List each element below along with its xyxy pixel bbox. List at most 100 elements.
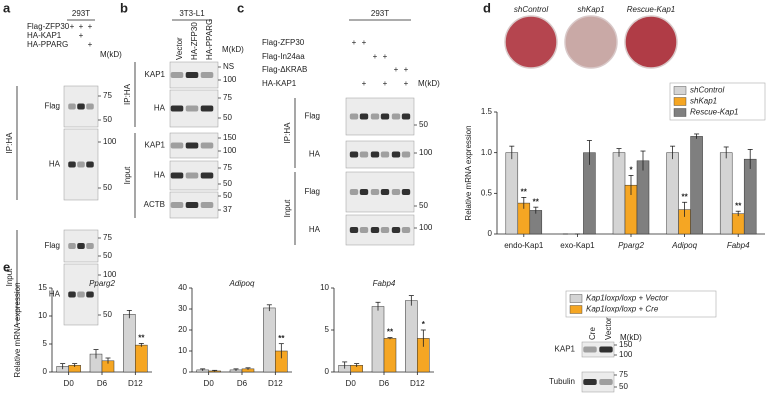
blot-label: HA: [154, 104, 166, 113]
band: [391, 227, 401, 233]
condition-mark: +: [88, 40, 93, 49]
band: [380, 151, 390, 158]
band: [370, 189, 380, 195]
plate: [504, 15, 558, 69]
y-tick-label: 0: [43, 367, 48, 376]
condition-mark: +: [362, 38, 367, 47]
marker-label: 75: [103, 233, 112, 242]
condition-mark: +: [362, 79, 367, 88]
marker-label: 75: [619, 370, 628, 379]
band: [86, 243, 94, 249]
group-label: IP:HA: [123, 83, 132, 105]
marker-label: NS: [223, 62, 234, 71]
lane-label: HA-PPARG: [205, 19, 214, 60]
band: [401, 227, 411, 233]
bar: [383, 338, 397, 373]
bar: [743, 158, 757, 235]
marker-label: 75: [223, 163, 232, 172]
band: [170, 105, 184, 112]
y-tick-label: 0: [325, 367, 330, 376]
bar: [371, 306, 385, 373]
band: [599, 379, 613, 385]
significance: **: [681, 192, 688, 201]
y-tick-label: 10: [320, 283, 329, 292]
band: [380, 189, 390, 195]
blot-label: Flag: [44, 102, 60, 111]
band: [200, 142, 214, 149]
band: [380, 227, 390, 233]
legend-label: Kap1loxp/loxp + Cre: [586, 305, 659, 314]
marker-label: 100: [619, 350, 633, 359]
panel-label: b: [120, 0, 128, 15]
cell-line: 293T: [371, 9, 389, 18]
band: [359, 151, 369, 158]
band: [77, 291, 85, 298]
group-label: Input: [283, 199, 292, 218]
condition-label: Flag-ΔKRAB: [262, 65, 307, 74]
lane-label: Vector: [175, 37, 184, 60]
band: [185, 202, 199, 208]
x-tick-label: D12: [128, 379, 143, 388]
band: [185, 172, 199, 179]
marker-label: 37: [223, 205, 232, 214]
condition-mark: +: [79, 31, 84, 40]
marker-label: 50: [103, 183, 112, 192]
bar: [666, 152, 679, 235]
marker-label: 100: [103, 270, 117, 279]
condition-mark: +: [383, 79, 388, 88]
significance: **: [521, 188, 528, 197]
y-tick-label: 10: [178, 346, 187, 355]
band: [77, 103, 85, 110]
band: [349, 113, 359, 120]
plate: [564, 15, 618, 69]
legend-swatch: [673, 86, 687, 95]
plate-label: shControl: [514, 5, 548, 14]
condition-mark: +: [394, 65, 399, 74]
y-tick-label: 0: [488, 229, 493, 238]
bar: [135, 344, 148, 373]
x-tick-label: D0: [346, 379, 357, 388]
y-tick-label: 1.0: [481, 148, 493, 157]
band: [68, 243, 76, 249]
cell-line: 3T3-L1: [179, 9, 205, 18]
band: [86, 103, 94, 110]
significance: **: [387, 328, 394, 337]
x-tick-label: D6: [97, 379, 108, 388]
marker-label: 50: [223, 113, 232, 122]
panel-label: c: [237, 0, 244, 15]
condition-label: HA-KAP1: [262, 79, 297, 88]
legend-label: Rescue-Kap1: [690, 108, 738, 117]
condition-mark: +: [70, 22, 75, 31]
condition-mark: +: [373, 52, 378, 61]
marker-label: 50: [103, 115, 112, 124]
y-tick-label: 5: [325, 325, 330, 334]
significance: *: [422, 320, 426, 329]
significance: *: [629, 166, 633, 175]
plate: [624, 15, 678, 69]
marker-label: 100: [419, 148, 433, 157]
x-tick-label: D6: [237, 379, 248, 388]
lane-label: Vector: [604, 317, 613, 340]
bar: [719, 152, 733, 235]
condition-label: HA-PPARG: [27, 40, 68, 49]
band: [391, 189, 401, 195]
x-tick-label: Pparg2: [618, 241, 644, 250]
band: [583, 379, 597, 385]
x-tick-label: Fabp4: [727, 241, 750, 250]
unit-label: M(kD): [100, 50, 122, 59]
panel-label: e: [3, 259, 10, 274]
band: [170, 72, 184, 78]
significance: **: [278, 334, 285, 343]
panel-label: d: [483, 0, 491, 15]
condition-label: Flag-ZFP30: [262, 38, 305, 47]
x-tick-label: D12: [268, 379, 283, 388]
panel-label: a: [3, 0, 11, 15]
bar: [690, 136, 703, 235]
marker-label: 50: [103, 310, 112, 319]
group-label: IP:HA: [283, 122, 292, 144]
x-tick-label: D0: [64, 379, 75, 388]
band: [370, 151, 380, 158]
plate-label: Rescue-Kap1: [627, 5, 675, 14]
y-axis-label: Relative mRNA expression: [13, 282, 22, 377]
bar: [263, 307, 276, 373]
